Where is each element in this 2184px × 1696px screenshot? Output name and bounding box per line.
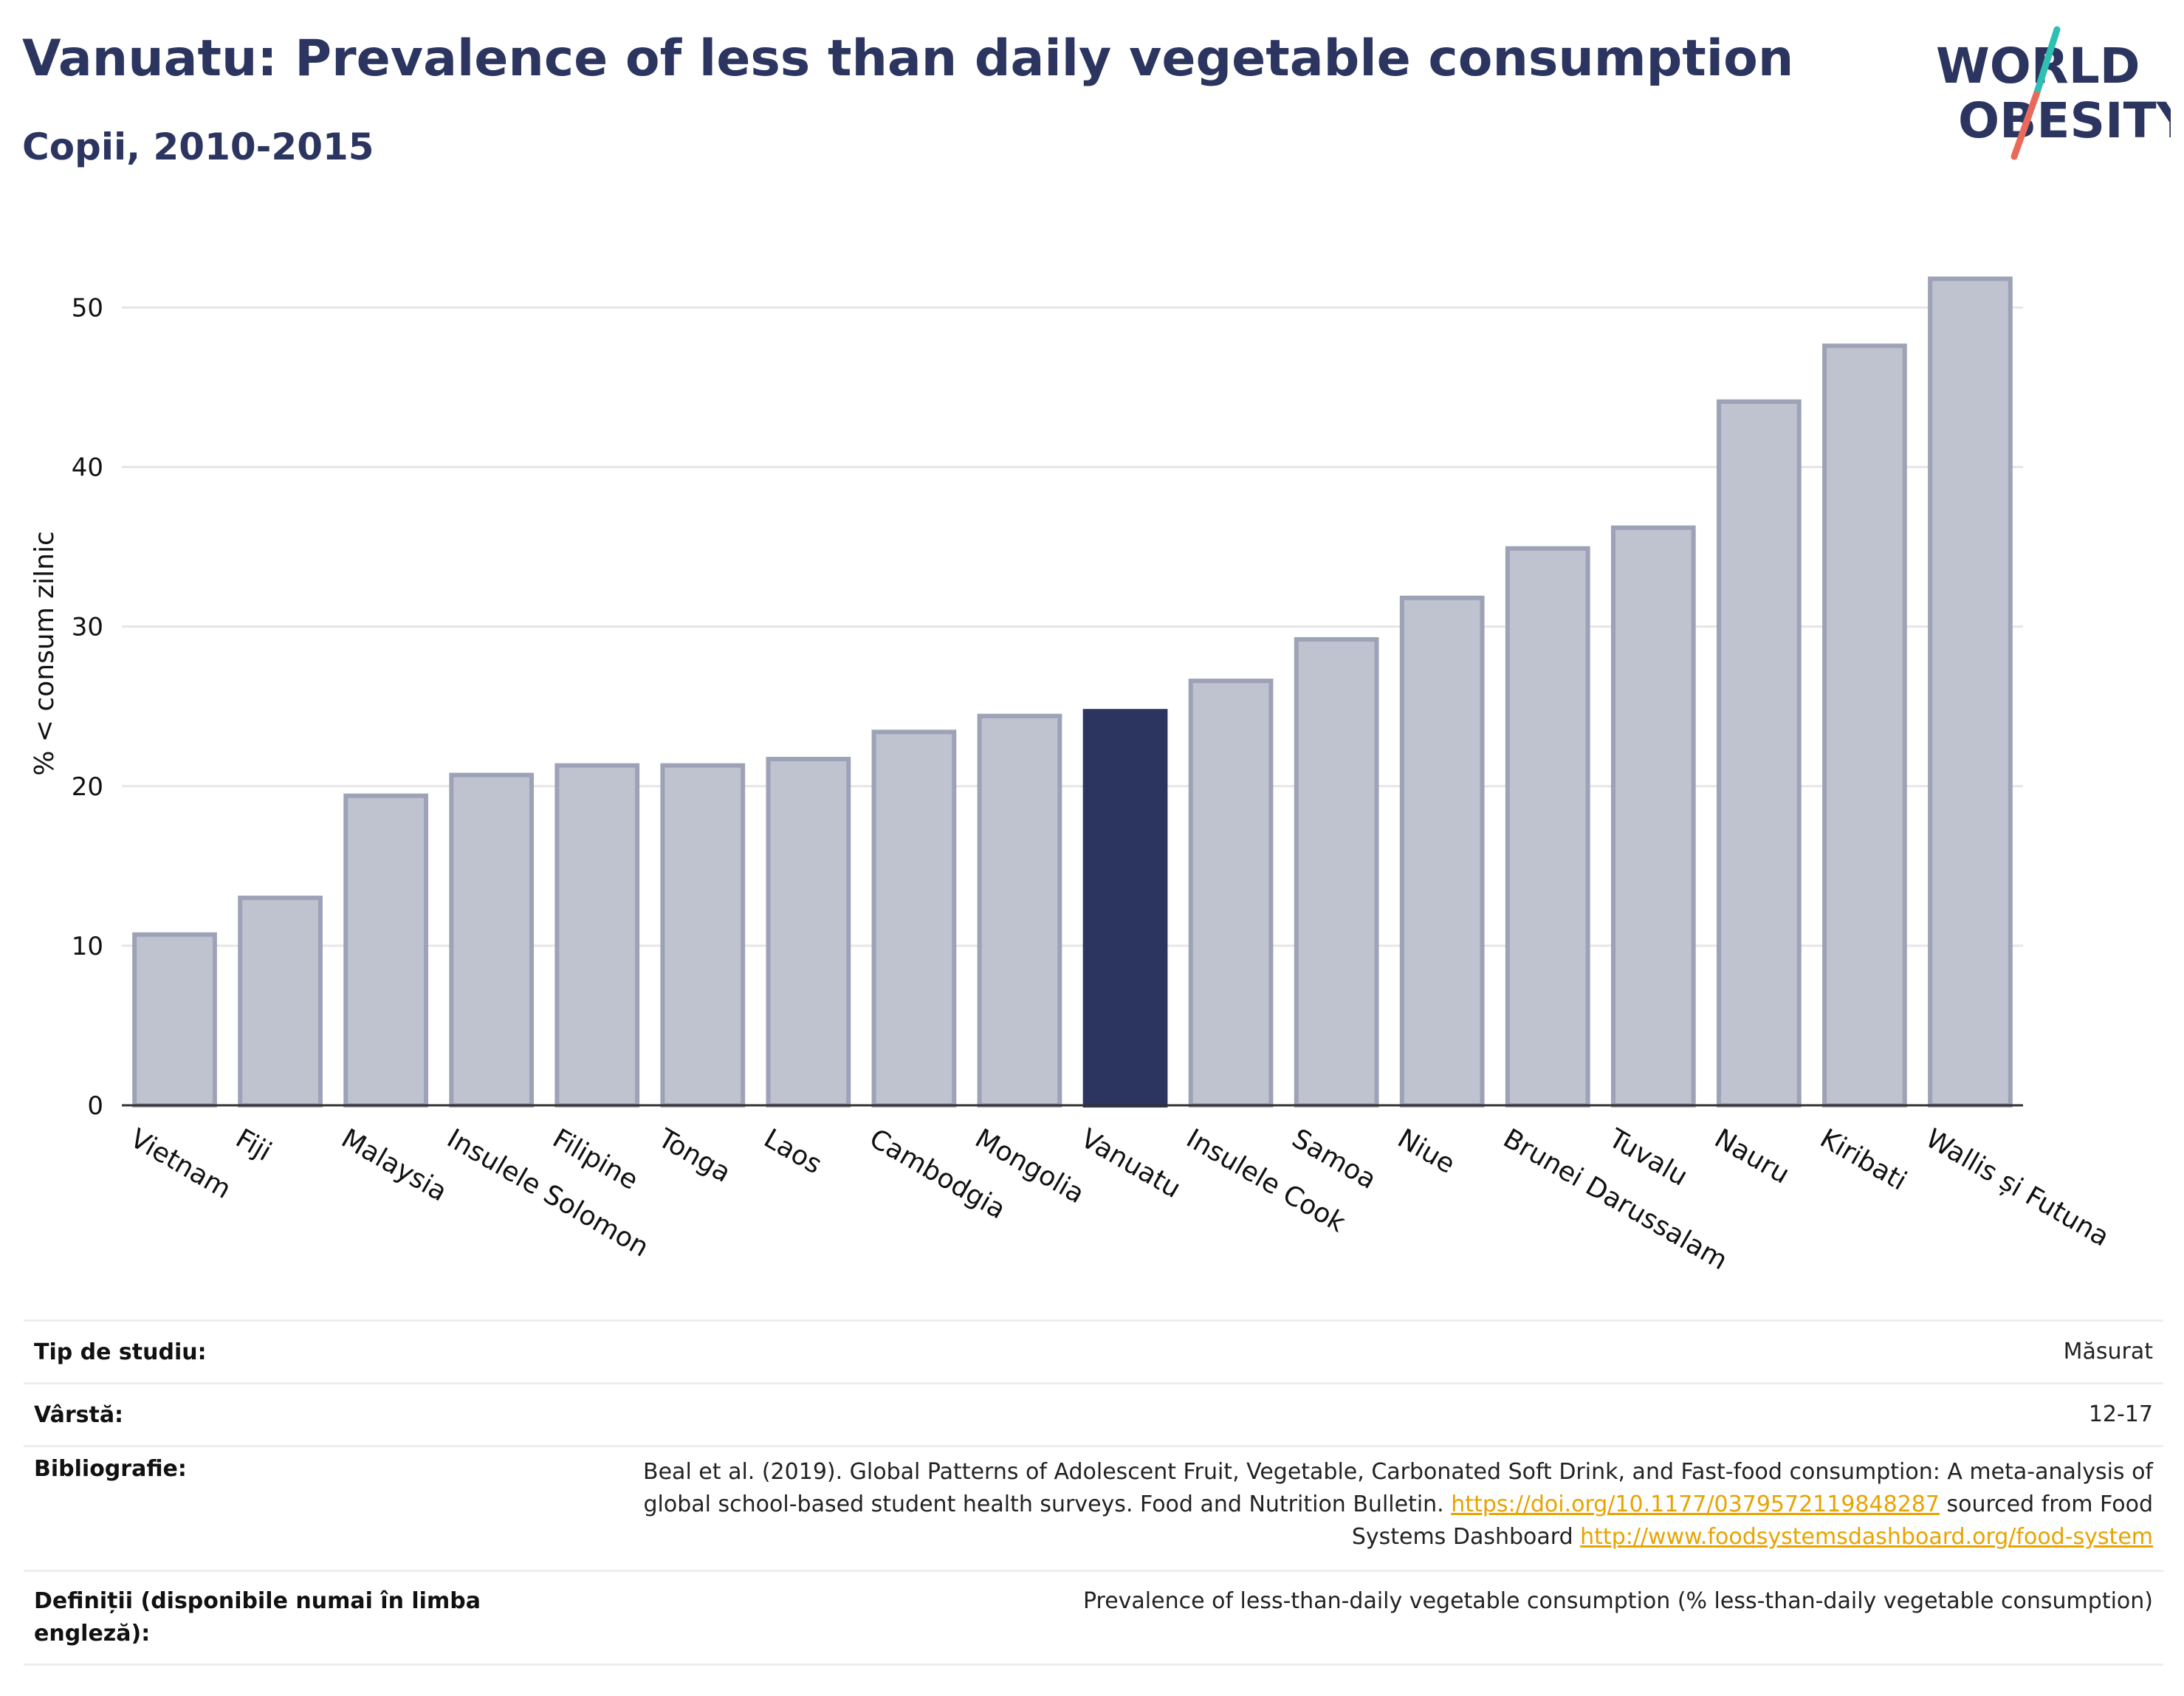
bar-insulele-cook[interactable]	[1188, 679, 1274, 1108]
x-tick-label: Niue	[1393, 1123, 1460, 1179]
logo-slash-teal	[2033, 26, 2061, 98]
bar-niue[interactable]	[1399, 595, 1485, 1108]
bibliography-text: Beal et al. (2019). Global Patterns of A…	[643, 1459, 2153, 1517]
meta-label: Tip de studiu:	[34, 1339, 207, 1365]
meta-label: Vârstă:	[34, 1401, 124, 1428]
x-tick-label: Malaysia	[336, 1123, 452, 1207]
meta-label: Bibliografie:	[34, 1456, 187, 1482]
bar-fiji[interactable]	[238, 896, 323, 1108]
bar-insulele-solomon[interactable]	[449, 772, 535, 1108]
bar-cambodgia[interactable]	[871, 729, 957, 1108]
y-tick-label: 40	[72, 453, 103, 483]
y-tick-labels: 0 10 20 30 40 50	[72, 293, 103, 1121]
bars	[132, 276, 2013, 1108]
chart-subtitle: Copii, 2010-2015	[22, 126, 374, 168]
bibliography-source: sourced from Food Systems Dashboard	[1351, 1491, 2153, 1550]
x-tick-label: Fiji	[230, 1123, 276, 1167]
meta-value: Prevalence of less-than-daily vegetable …	[1082, 1588, 2153, 1614]
metadata-table: Tip de studiu: Măsurat Vârstă: 12-17 Bib…	[24, 1319, 2163, 1666]
meta-row-study-type: Tip de studiu: Măsurat	[24, 1319, 2163, 1382]
y-tick-label: 50	[72, 293, 103, 323]
x-tick-label: Insulele Solomon	[442, 1123, 653, 1263]
chart-title: Vanuatu: Prevalence of less than daily v…	[22, 30, 1794, 88]
meta-label: Definiții (disponibile numai în limba en…	[34, 1588, 481, 1647]
meta-value: 12-17	[2088, 1401, 2153, 1427]
logo-line-2: OBESITY	[1958, 92, 2171, 149]
grid-lines	[122, 306, 2023, 947]
food-systems-link[interactable]: http://www.foodsystemsdashboard.org/food…	[1580, 1524, 2153, 1550]
meta-row-age: Vârstă: 12-17	[24, 1382, 2163, 1445]
bar-tonga[interactable]	[660, 763, 746, 1108]
x-tick-label: Wallis și Futuna	[1920, 1123, 2114, 1252]
meta-value: Beal et al. (2019). Global Patterns of A…	[632, 1447, 2163, 1553]
x-tick-label: Tonga	[653, 1123, 736, 1189]
bar-samoa[interactable]	[1294, 636, 1379, 1108]
x-tick-label: Vanuatu	[1076, 1123, 1186, 1204]
x-tick-label: Vietnam	[125, 1123, 236, 1205]
bar-nauru[interactable]	[1717, 399, 1802, 1108]
y-tick-label: 20	[72, 772, 103, 802]
bar-wallis-i-futuna[interactable]	[1928, 276, 2013, 1108]
logo-slash-coral	[2010, 91, 2040, 160]
bar-filipine[interactable]	[554, 763, 640, 1108]
bar-laos[interactable]	[766, 757, 851, 1108]
bar-vietnam[interactable]	[132, 932, 217, 1108]
bar-brunei-darussalam[interactable]	[1505, 546, 1590, 1108]
y-tick-label: 30	[72, 613, 103, 642]
bar-malaysia[interactable]	[343, 793, 428, 1108]
meta-row-definitions: Definiții (disponibile numai în limba en…	[24, 1570, 2163, 1666]
bar-tuvalu[interactable]	[1610, 525, 1696, 1108]
meta-row-bibliography: Bibliografie: Beal et al. (2019). Global…	[24, 1445, 2163, 1570]
world-obesity-logo: WORLD OBESITY	[1936, 26, 2171, 160]
x-tick-label: Tuvalu	[1603, 1123, 1692, 1192]
x-tick-label: Kiribati	[1815, 1123, 1912, 1196]
y-tick-label: 10	[72, 932, 103, 961]
doi-link[interactable]: https://doi.org/10.1177/0379572119848287	[1451, 1491, 1940, 1517]
bar-kiribati[interactable]	[1822, 343, 1907, 1108]
meta-value: Măsurat	[2063, 1339, 2153, 1364]
x-tick-label: Laos	[759, 1123, 827, 1180]
y-axis-label: % < consum zilnic	[30, 531, 60, 776]
x-tick-label: Nauru	[1709, 1123, 1794, 1189]
y-tick-label: 0	[87, 1091, 103, 1121]
bar-mongolia[interactable]	[977, 713, 1062, 1108]
bar-vanuatu[interactable]	[1082, 709, 1168, 1108]
